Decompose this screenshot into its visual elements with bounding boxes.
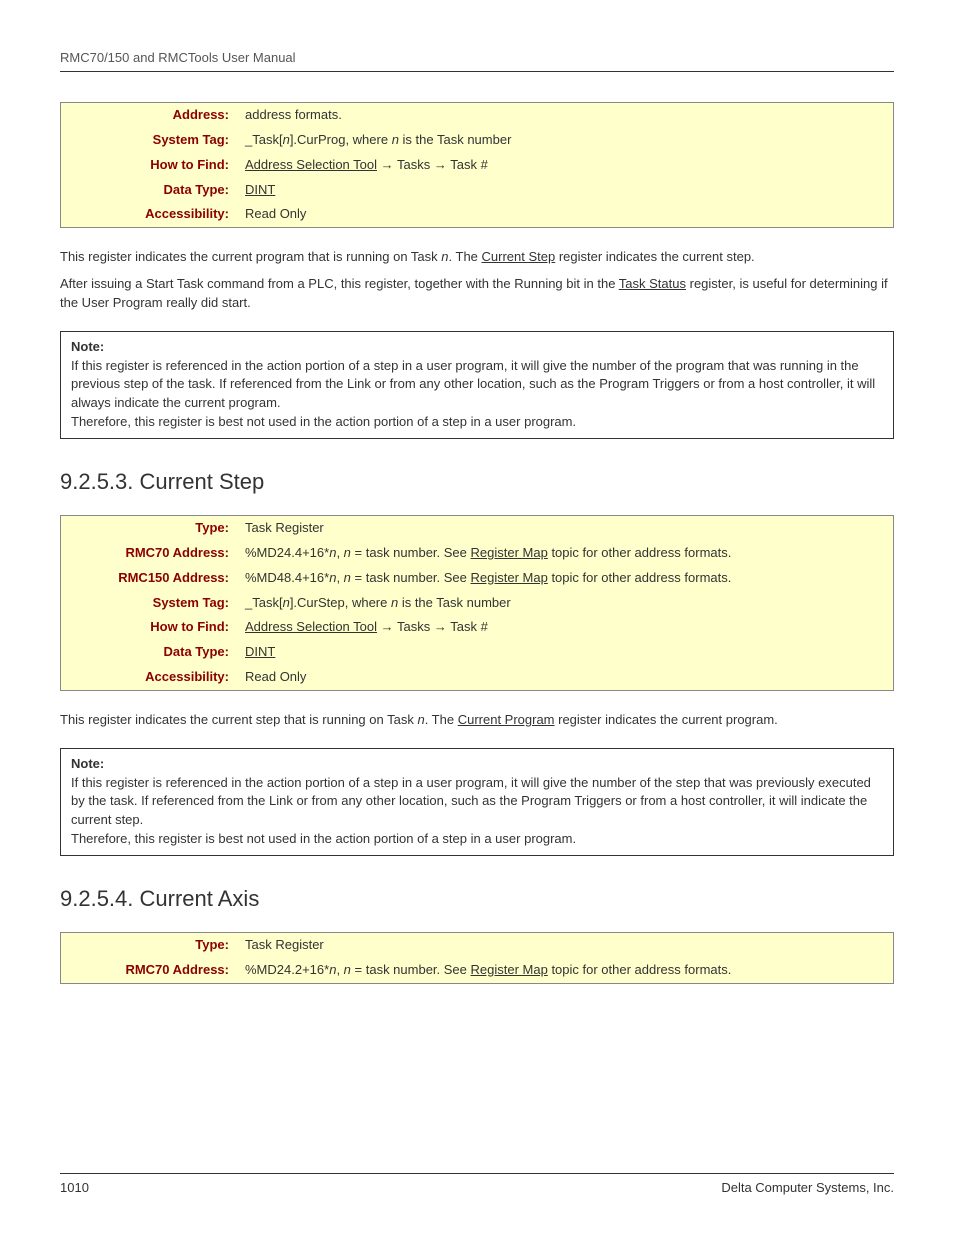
table-row: How to Find:Address Selection Tool → Tas…: [61, 153, 894, 178]
note-title: Note:: [71, 756, 104, 771]
note-box-2: Note: If this register is referenced in …: [60, 748, 894, 856]
note-box-1: Note: If this register is referenced in …: [60, 331, 894, 439]
row-label: System Tag:: [61, 128, 238, 153]
info-table-1: Address:address formats.System Tag:_Task…: [60, 102, 894, 228]
note-body: If this register is referenced in the ac…: [71, 775, 871, 847]
table-body: Type:Task RegisterRMC70 Address:%MD24.4+…: [61, 515, 894, 690]
table-row: Type:Task Register: [61, 515, 894, 540]
row-label: RMC70 Address:: [61, 541, 238, 566]
row-label: Address:: [61, 103, 238, 128]
info-table-3: Type:Task RegisterRMC70 Address:%MD24.2+…: [60, 932, 894, 984]
footer-rule: [60, 1173, 894, 1174]
table-row: System Tag:_Task[n].CurStep, where n is …: [61, 591, 894, 616]
row-value: Read Only: [237, 202, 894, 227]
page-footer: 1010 Delta Computer Systems, Inc.: [60, 1180, 894, 1195]
section-heading-current-axis: 9.2.5.4. Current Axis: [60, 886, 894, 912]
row-value: _Task[n].CurStep, where n is the Task nu…: [237, 591, 894, 616]
row-value: DINT: [237, 178, 894, 203]
company-name: Delta Computer Systems, Inc.: [721, 1180, 894, 1195]
table-row: RMC150 Address:%MD48.4+16*n, n = task nu…: [61, 566, 894, 591]
row-label: Accessibility:: [61, 665, 238, 690]
paragraph: This register indicates the current prog…: [60, 248, 894, 267]
paragraph: After issuing a Start Task command from …: [60, 275, 894, 313]
row-label: Type:: [61, 932, 238, 957]
row-label: Type:: [61, 515, 238, 540]
row-value: address formats.: [237, 103, 894, 128]
row-value: Task Register: [237, 932, 894, 957]
page-number: 1010: [60, 1180, 89, 1195]
table-row: Accessibility:Read Only: [61, 202, 894, 227]
table-row: Data Type:DINT: [61, 640, 894, 665]
note-title: Note:: [71, 339, 104, 354]
note-body: If this register is referenced in the ac…: [71, 358, 875, 430]
row-label: How to Find:: [61, 615, 238, 640]
table-row: System Tag:_Task[n].CurProg, where n is …: [61, 128, 894, 153]
row-value: Address Selection Tool → Tasks → Task #: [237, 615, 894, 640]
table-row: RMC70 Address:%MD24.4+16*n, n = task num…: [61, 541, 894, 566]
row-label: Data Type:: [61, 640, 238, 665]
row-label: How to Find:: [61, 153, 238, 178]
row-label: RMC70 Address:: [61, 958, 238, 983]
info-table-2: Type:Task RegisterRMC70 Address:%MD24.4+…: [60, 515, 894, 691]
table-row: Address:address formats.: [61, 103, 894, 128]
row-value: %MD24.2+16*n, n = task number. See Regis…: [237, 958, 894, 983]
table-row: Accessibility:Read Only: [61, 665, 894, 690]
row-value: %MD24.4+16*n, n = task number. See Regis…: [237, 541, 894, 566]
page-header: RMC70/150 and RMCTools User Manual: [60, 50, 894, 65]
row-label: RMC150 Address:: [61, 566, 238, 591]
table-body: Type:Task RegisterRMC70 Address:%MD24.2+…: [61, 932, 894, 983]
row-label: System Tag:: [61, 591, 238, 616]
section-heading-current-step: 9.2.5.3. Current Step: [60, 469, 894, 495]
row-label: Accessibility:: [61, 202, 238, 227]
table-row: RMC70 Address:%MD24.2+16*n, n = task num…: [61, 958, 894, 983]
row-value: DINT: [237, 640, 894, 665]
table-row: Type:Task Register: [61, 932, 894, 957]
table-body: Address:address formats.System Tag:_Task…: [61, 103, 894, 228]
paragraph: This register indicates the current step…: [60, 711, 894, 730]
row-value: _Task[n].CurProg, where n is the Task nu…: [237, 128, 894, 153]
row-value: Task Register: [237, 515, 894, 540]
row-label: Data Type:: [61, 178, 238, 203]
table-row: Data Type:DINT: [61, 178, 894, 203]
table-row: How to Find:Address Selection Tool → Tas…: [61, 615, 894, 640]
row-value: Read Only: [237, 665, 894, 690]
row-value: %MD48.4+16*n, n = task number. See Regis…: [237, 566, 894, 591]
row-value: Address Selection Tool → Tasks → Task #: [237, 153, 894, 178]
header-rule: [60, 71, 894, 72]
